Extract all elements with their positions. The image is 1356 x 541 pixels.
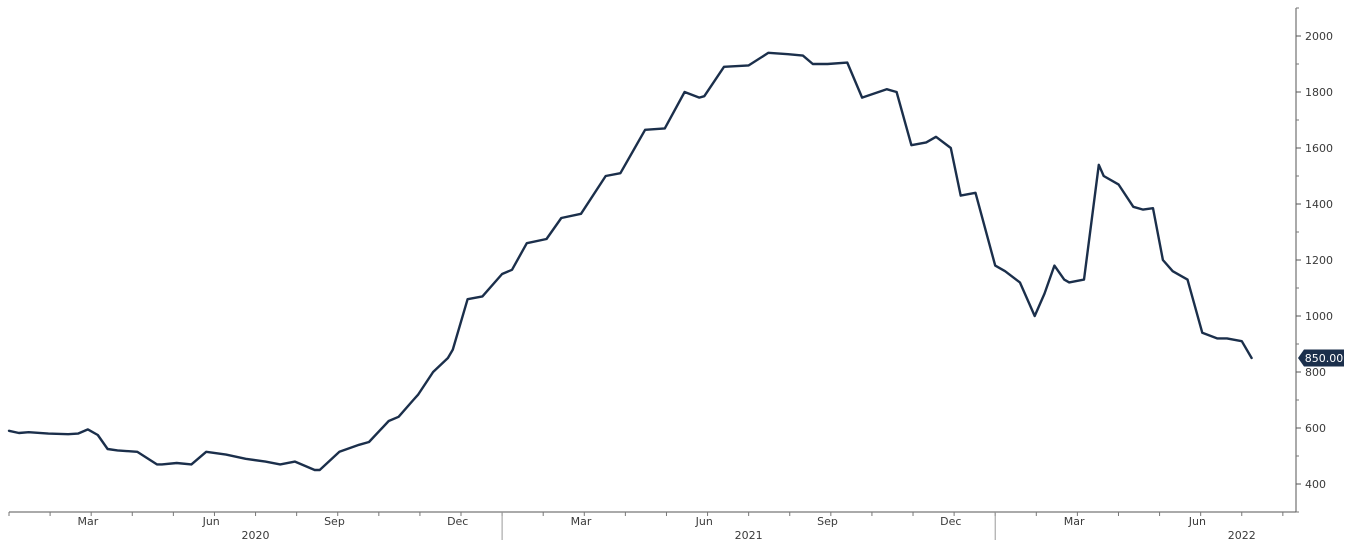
x-tick-label: Dec <box>447 515 468 528</box>
x-axis: Mar Jun Sep Dec Mar Jun Sep Dec Mar Jun 2020 2021 20… <box>8 511 1296 541</box>
x-year-label: 2020 <box>242 529 270 541</box>
x-tick-label: Sep <box>817 515 838 528</box>
y-tick-label: 1400 <box>1305 198 1333 211</box>
x-tick-label: Jun <box>1188 515 1206 528</box>
x-tick-label: Mar <box>571 515 592 528</box>
last-value-badge: 850.00 <box>1298 349 1344 367</box>
x-tick-label: Jun <box>202 515 220 528</box>
x-tick-label: Sep <box>324 515 345 528</box>
y-tick-label: 1800 <box>1305 86 1333 99</box>
y-tick-label: 800 <box>1305 366 1326 379</box>
price-series-line <box>7 51 1253 472</box>
y-tick-label: 1600 <box>1305 142 1333 155</box>
x-tick-label: Jun <box>695 515 713 528</box>
y-tick-label: 1000 <box>1305 310 1333 323</box>
y-tick-label: 600 <box>1305 422 1326 435</box>
x-tick-label: Dec <box>940 515 961 528</box>
y-axis: 400 600 800 1000 1200 1400 1600 1800 2000 <box>1295 7 1333 513</box>
x-year-label: 2022 <box>1228 529 1256 541</box>
y-tick-label: 1200 <box>1305 254 1333 267</box>
last-value-label: 850.00 <box>1305 352 1344 365</box>
y-tick-label: 2000 <box>1305 30 1333 43</box>
x-tick-label: Mar <box>78 515 99 528</box>
y-tick-label: 400 <box>1305 478 1326 491</box>
last-value-badge-shape <box>1298 349 1344 367</box>
x-tick-label: Mar <box>1064 515 1085 528</box>
x-year-label: 2021 <box>735 529 763 541</box>
